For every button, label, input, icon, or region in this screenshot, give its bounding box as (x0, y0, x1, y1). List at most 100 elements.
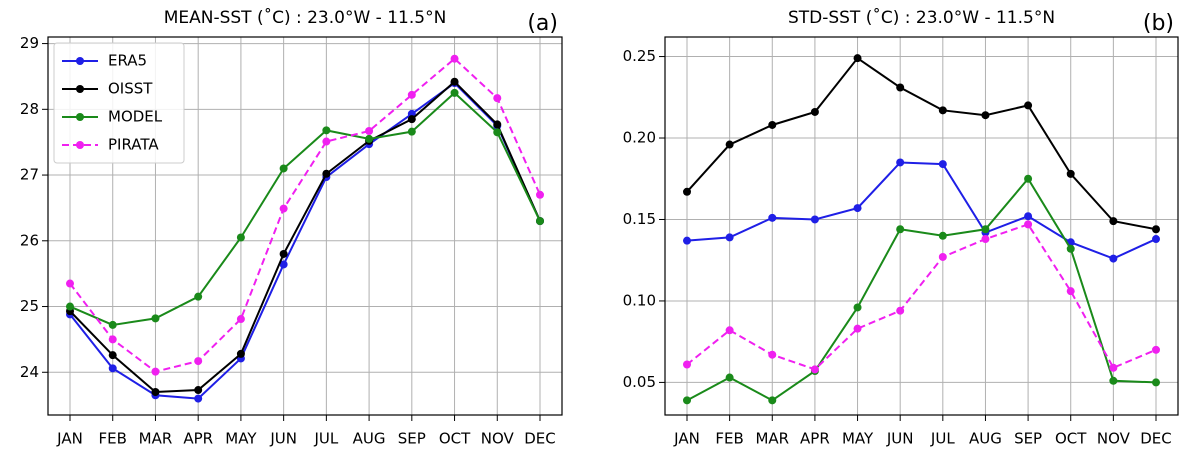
series-line (686, 56, 1157, 231)
data-point (853, 204, 862, 213)
data-point (1024, 101, 1033, 110)
data-point (683, 236, 691, 245)
series-line (69, 57, 541, 373)
x-tick-label: APR (183, 430, 213, 448)
y-tick-label: 0.05 (623, 373, 656, 391)
data-point (407, 115, 416, 124)
data-point (279, 164, 288, 173)
data-point (1024, 212, 1033, 221)
data-point (725, 373, 734, 382)
legend-marker (76, 85, 84, 93)
data-point (810, 215, 819, 224)
data-point (536, 190, 544, 199)
x-tick-label: MAR (755, 430, 789, 448)
data-point (896, 158, 905, 167)
x-tick-label: FEB (99, 430, 127, 448)
y-tick-label: 0.15 (623, 210, 656, 228)
panel-label: (a) (527, 11, 558, 36)
data-point (683, 360, 691, 369)
data-point (108, 351, 117, 360)
y-tick-label: 0.20 (623, 129, 656, 147)
data-point (1109, 363, 1118, 372)
data-point (450, 88, 459, 97)
data-point (1066, 244, 1075, 253)
y-tick-label: 24 (20, 363, 39, 381)
series-line (69, 80, 541, 394)
data-point (768, 213, 777, 222)
data-point (66, 302, 74, 311)
series-line (686, 177, 1157, 402)
data-point (108, 364, 117, 373)
data-point (938, 231, 947, 240)
data-point (66, 279, 74, 288)
x-tick-label: OCT (1055, 430, 1087, 448)
data-point (1109, 376, 1118, 385)
plot-frame (47, 36, 563, 416)
data-point (938, 160, 947, 169)
data-point (236, 349, 245, 358)
x-tick-label: MAY (225, 430, 257, 448)
data-point (725, 326, 734, 335)
data-point (1152, 225, 1160, 234)
series-line (686, 161, 1157, 260)
data-point (896, 306, 905, 315)
data-point (896, 83, 905, 92)
data-point (725, 140, 734, 149)
y-tick-label: 26 (20, 231, 39, 249)
legend-box (53, 42, 185, 164)
data-point (938, 252, 947, 261)
data-point (279, 204, 288, 213)
data-point (493, 128, 502, 137)
data-point (536, 217, 544, 226)
x-tick-label: AUG (969, 430, 1002, 448)
data-point (407, 90, 416, 99)
data-point (810, 365, 819, 374)
data-point (279, 249, 288, 258)
y-tick-label: 0.10 (623, 291, 656, 309)
data-point (450, 77, 459, 86)
legend-label: OISST (108, 80, 153, 98)
x-tick-label: FEB (715, 430, 743, 448)
x-tick-label: JAN (56, 430, 83, 448)
data-point (981, 111, 990, 120)
data-point (236, 233, 245, 242)
x-tick-label: MAR (139, 430, 173, 448)
x-tick-label: JUN (269, 430, 297, 448)
data-point (853, 324, 862, 333)
x-tick-label: JUL (313, 430, 338, 448)
data-point (322, 137, 331, 146)
x-tick-label: AUG (353, 430, 386, 448)
data-point (108, 320, 117, 329)
legend-marker (76, 141, 84, 149)
data-point (151, 314, 160, 323)
chart-title: MEAN-SST (˚C) : 23.0°W - 11.5°N (164, 7, 447, 28)
y-tick-label: 0.25 (623, 47, 656, 65)
x-tick-label: MAY (842, 430, 874, 448)
data-point (493, 94, 502, 103)
data-point (1066, 169, 1075, 178)
series-line (686, 223, 1157, 371)
data-point (768, 396, 777, 405)
series-line (69, 91, 541, 326)
data-point (938, 106, 947, 115)
data-point (407, 127, 416, 136)
x-tick-label: DEC (524, 430, 556, 448)
data-point (1024, 220, 1033, 229)
data-point (194, 357, 203, 366)
data-point (1024, 174, 1033, 183)
data-point (853, 303, 862, 312)
chart-title: STD-SST (˚C) : 23.0°W - 11.5°N (788, 7, 1055, 28)
data-point (1152, 345, 1160, 354)
legend-label: ERA5 (108, 52, 147, 70)
data-point (1152, 235, 1160, 244)
data-point (322, 126, 331, 135)
panel: STD-SST (˚C) : 23.0°W - 11.5°N (b) 0.05 0.1… (623, 7, 1179, 448)
data-point (108, 335, 117, 344)
y-tick-label: 29 (20, 34, 39, 52)
legend-label: PIRATA (108, 136, 159, 154)
x-tick-label: DEC (1140, 430, 1172, 448)
data-point (322, 169, 331, 178)
data-point (768, 120, 777, 129)
data-point (1109, 217, 1118, 226)
x-tick-label: SEP (398, 430, 426, 448)
